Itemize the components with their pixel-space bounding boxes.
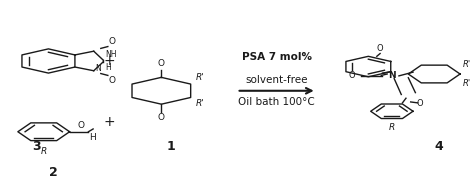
Text: N: N	[388, 71, 396, 80]
Text: O: O	[417, 99, 423, 108]
Text: +: +	[104, 54, 115, 68]
Text: 1: 1	[166, 140, 175, 153]
Text: O: O	[109, 76, 116, 85]
Text: R': R'	[195, 73, 204, 82]
Text: O: O	[109, 37, 116, 46]
Text: 4: 4	[435, 140, 443, 153]
Text: solvent-free: solvent-free	[246, 75, 308, 85]
Text: R: R	[389, 123, 395, 132]
Text: O: O	[158, 114, 165, 122]
Text: R': R'	[463, 60, 471, 69]
Text: 3: 3	[32, 140, 41, 153]
Text: O: O	[377, 44, 383, 53]
Text: Oil bath 100°C: Oil bath 100°C	[238, 97, 315, 107]
Text: O: O	[348, 71, 355, 80]
Text: H: H	[90, 133, 96, 142]
Text: R: R	[41, 147, 47, 156]
Text: O: O	[78, 121, 85, 130]
Text: O: O	[158, 59, 165, 68]
Text: R': R'	[195, 99, 204, 108]
Text: N: N	[95, 64, 101, 73]
Text: NH: NH	[106, 50, 117, 59]
Text: PSA 7 mol%: PSA 7 mol%	[242, 52, 311, 62]
Text: R': R'	[463, 79, 471, 88]
Text: 2: 2	[49, 166, 57, 179]
Text: H: H	[106, 63, 111, 72]
Text: +: +	[104, 115, 115, 129]
